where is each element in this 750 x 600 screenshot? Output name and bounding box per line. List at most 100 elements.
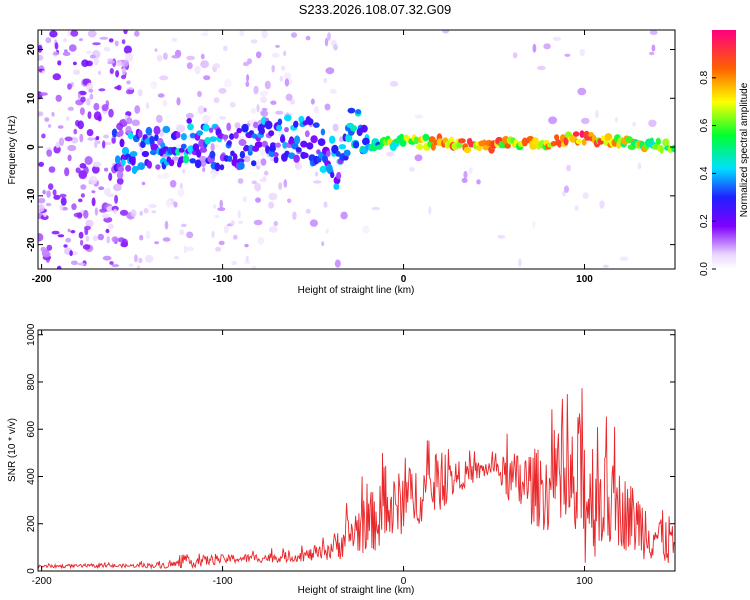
spectrogram-noise-blob (69, 250, 73, 257)
spectrogram-noise-blob (244, 243, 249, 248)
spectrogram-noise-blob (223, 45, 228, 52)
spectrogram-noise-blob (162, 172, 170, 180)
spectrogram-noise-blob (72, 61, 77, 66)
spectrogram-noise-blob (250, 107, 257, 114)
spectrogram-noise-blob (97, 115, 102, 122)
spectrogram-noise-blob (255, 51, 262, 59)
spectrogram-noise-blob (55, 141, 60, 149)
spectrogram-noise-blob (70, 260, 78, 266)
spectrogram-ridge-blob (416, 143, 424, 150)
spectrogram-ridge-blob (116, 131, 122, 138)
spectrogram-noise-blob (97, 140, 101, 144)
spectrogram-noise-blob (340, 211, 348, 220)
colorbar-label: Normalized spectral amplitude (739, 82, 750, 217)
spectrogram-noise-blob (71, 136, 79, 144)
spectrogram-ridge-blob (149, 136, 155, 144)
spectrogram-noise-blob (89, 54, 96, 59)
spectrogram-noise-blob (171, 37, 178, 42)
spectrogram-ridge-blob (335, 150, 341, 157)
spectrogram-noise-blob (214, 214, 220, 219)
spectrogram-noise-blob (78, 170, 87, 179)
spectrogram-noise-blob (92, 235, 98, 242)
spectrogram-noise-blob (210, 143, 215, 152)
spectrogram-noise-blob (111, 137, 116, 144)
spectrogram-y-tick-label: 10 (26, 92, 37, 104)
spectrogram-ridge-blob (320, 128, 326, 136)
spectrogram-noise-blob (57, 125, 64, 129)
spectrogram-noise-blob (237, 210, 241, 219)
spectrogram-noise-blob (42, 189, 46, 195)
spectrogram-noise-blob (259, 90, 268, 97)
colorbar-tick-label: 0.6 (699, 118, 710, 132)
snr-xlabel: Height of straight line (km) (298, 585, 415, 596)
spectrogram-noise-blob (183, 245, 188, 254)
spectrogram-noise-blob (85, 235, 90, 242)
spectrogram-noise-blob (86, 97, 91, 106)
spectrogram-noise-blob (632, 121, 637, 127)
spectrogram-noise-blob (324, 103, 331, 111)
spectrogram-noise-blob (548, 116, 558, 125)
spectrogram-noise-blob (67, 106, 75, 111)
spectrogram-noise-blob (121, 59, 129, 67)
spectrogram-ridge-blob (277, 118, 283, 126)
spectrogram-noise-blob (80, 193, 85, 198)
spectrogram-noise-blob (151, 210, 157, 214)
snr-series-line (38, 388, 675, 570)
snr-y-tick-label: 600 (26, 420, 37, 437)
spectrogram-noise-blob (125, 52, 134, 62)
spectrogram-noise-blob (103, 46, 111, 52)
spectrogram-ridge-blob (137, 162, 146, 171)
spectrogram-noise-blob (595, 109, 599, 119)
spectrogram-noise-blob (91, 190, 96, 194)
spectrogram-noise-blob (259, 178, 267, 183)
spectrogram-noise-blob (219, 199, 223, 209)
spectrogram-noise-blob (566, 164, 571, 172)
snr-plot-area (38, 330, 675, 571)
spectrogram-noise-blob (55, 94, 62, 102)
spectrogram-noise-blob (52, 189, 57, 196)
spectrogram-noise-blob (93, 56, 99, 66)
spectrogram-noise-blob (115, 60, 124, 67)
spectrogram-noise-blob (57, 234, 65, 238)
spectrogram-noise-blob (213, 97, 220, 104)
spectrogram-ridge-blob (360, 124, 368, 133)
spectrogram-noise-blob (270, 100, 277, 105)
spectrogram-ridge-blob (563, 136, 569, 146)
spectrogram-noise-blob (230, 220, 235, 226)
spectrogram-ridge-blob (600, 135, 606, 142)
spectrogram-noise-blob (212, 204, 217, 210)
spectrogram-noise-blob (64, 167, 70, 177)
spectrogram-noise-blob (144, 254, 154, 263)
spectrogram-ridge-blob (121, 146, 130, 156)
spectrogram-noise-blob (305, 208, 311, 214)
spectrogram-noise-blob (141, 181, 146, 186)
spectrogram-noise-blob (218, 240, 225, 246)
snr-y-tick-label: 0 (26, 568, 37, 574)
spectrogram-noise-blob (290, 32, 298, 38)
spectrogram-noise-blob (263, 170, 269, 176)
spectrogram-ridge-blob (294, 135, 301, 145)
spectrogram-noise-blob (87, 111, 92, 119)
spectrogram-noise-blob (279, 75, 283, 82)
spectrogram-noise-blob (38, 161, 44, 167)
spectrogram-noise-blob (261, 107, 268, 112)
spectrogram-noise-blob (260, 148, 266, 157)
spectrogram-noise-blob (309, 219, 318, 227)
spectrogram-noise-blob (134, 254, 138, 263)
spectrogram-noise-blob (313, 180, 322, 184)
spectrogram-noise-blob (108, 223, 114, 229)
spectrogram-ridge-blob (275, 142, 281, 148)
spectrogram-noise-blob (165, 198, 172, 208)
spectrogram-ridge-blob (276, 124, 283, 132)
spectrogram-noise-blob (214, 144, 220, 148)
spectrogram-x-tick-label: -200 (32, 274, 52, 285)
spectrogram-ridge-blob (129, 151, 138, 157)
spectrogram-noise-blob (47, 124, 52, 128)
spectrogram-noise-blob (120, 74, 127, 80)
spectrogram-noise-blob (48, 166, 56, 173)
spectrogram-ridge-blob (306, 118, 314, 126)
spectrogram-noise-blob (97, 233, 105, 241)
spectrogram-ridge-blob (399, 138, 407, 147)
spectrogram-ridge-blob (362, 137, 370, 146)
